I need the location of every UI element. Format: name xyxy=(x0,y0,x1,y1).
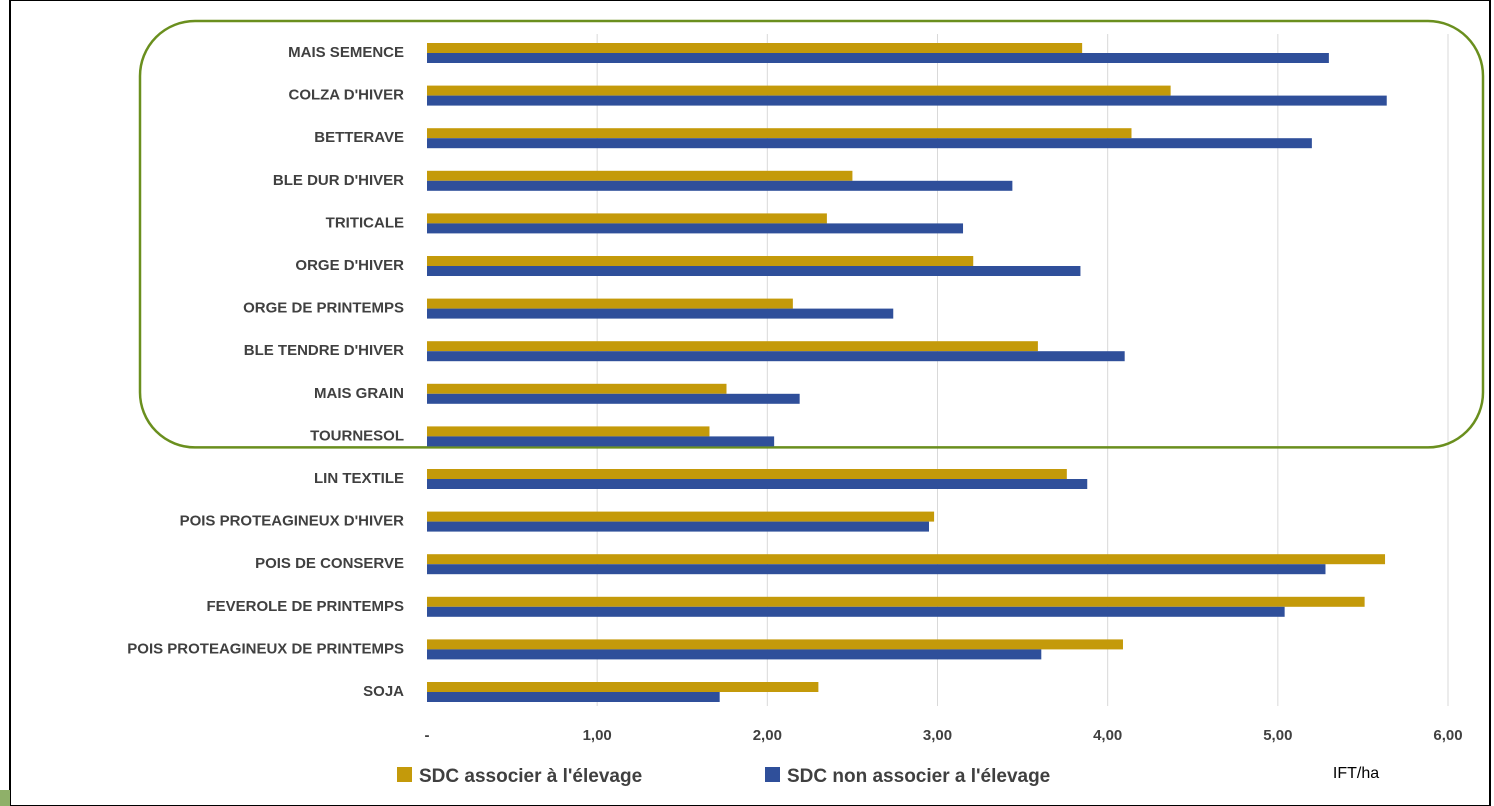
highlight-box xyxy=(138,19,1485,449)
bar-non-elevage-tournesol xyxy=(427,436,775,447)
category-label: POIS PROTEAGINEUX D'HIVER xyxy=(180,513,405,530)
x-tick-label: 2,00 xyxy=(753,727,782,744)
bars xyxy=(427,43,1387,702)
corner-tab xyxy=(0,790,10,806)
legend: SDC associer à l'élevage SDC non associer… xyxy=(397,766,1050,787)
bar-non-elevage-lin-textile xyxy=(427,479,1088,489)
bar-non-elevage-soja xyxy=(427,692,720,702)
bar-non-elevage-feverole-de-printemps xyxy=(427,606,1285,617)
category-label: BETTERAVE xyxy=(314,129,404,146)
category-label: SOJA xyxy=(363,683,404,700)
category-label: POIS DE CONSERVE xyxy=(255,555,404,572)
category-label: TRITICALE xyxy=(326,214,404,231)
x-tick-label: 4,00 xyxy=(1093,727,1122,744)
bar-non-elevage-betterave xyxy=(427,138,1312,149)
category-label: FEVEROLE DE PRINTEMPS xyxy=(206,598,404,615)
bar-elevage-feverole-de-printemps xyxy=(427,596,1365,607)
legend-swatch-elevage xyxy=(397,767,412,782)
category-label: COLZA D'HIVER xyxy=(288,87,404,104)
x-tick-label: 3,00 xyxy=(923,727,952,744)
bar-non-elevage-pois-proteagineux-d-hiver xyxy=(427,521,929,532)
bar-non-elevage-mais-grain xyxy=(427,393,800,404)
x-tick-labels: - 1,00 2,00 3,00 4,00 5,00 6,00 xyxy=(425,727,1463,744)
bar-elevage-lin-textile xyxy=(427,469,1067,479)
category-label: BLE DUR D'HIVER xyxy=(273,172,404,189)
category-label: ORGE DE PRINTEMPS xyxy=(243,300,404,317)
bar-non-elevage-ble-dur-d-hiver xyxy=(427,180,1013,191)
category-label: BLE TENDRE D'HIVER xyxy=(244,342,404,359)
category-label: MAIS SEMENCE xyxy=(288,44,404,61)
bar-elevage-mais-grain xyxy=(427,383,727,394)
x-tick-label: - xyxy=(425,727,430,744)
category-label: LIN TEXTILE xyxy=(314,470,404,487)
highlight-rounded-box xyxy=(138,19,1485,449)
legend-swatch-non-elevage xyxy=(765,767,780,782)
bar-elevage-colza-d-hiver xyxy=(427,85,1171,96)
bar-elevage-ble-tendre-d-hiver xyxy=(427,341,1038,352)
bar-elevage-soja xyxy=(427,682,819,692)
x-tick-label: 6,00 xyxy=(1433,727,1462,744)
x-tick-label: 5,00 xyxy=(1263,727,1292,744)
bar-elevage-orge-de-printemps xyxy=(427,298,793,309)
bar-non-elevage-orge-de-printemps xyxy=(427,308,894,319)
category-label: TOURNESOL xyxy=(310,427,404,444)
category-label: POIS PROTEAGINEUX DE PRINTEMPS xyxy=(127,640,404,657)
bar-non-elevage-mais-semence xyxy=(427,53,1329,63)
bar-elevage-pois-de-conserve xyxy=(427,554,1386,565)
bar-non-elevage-triticale xyxy=(427,223,964,234)
legend-label-elevage: SDC associer à l'élevage xyxy=(419,766,642,787)
bar-elevage-ble-dur-d-hiver xyxy=(427,170,853,181)
x-axis-unit-label: IFT/ha xyxy=(1333,765,1379,782)
category-label: MAIS GRAIN xyxy=(314,385,404,402)
legend-label-non-elevage: SDC non associer a l'élevage xyxy=(787,766,1050,787)
bar-non-elevage-pois-proteagineux-de-printemps xyxy=(427,649,1042,660)
bar-non-elevage-orge-d-hiver xyxy=(427,266,1081,276)
bar-elevage-tournesol xyxy=(427,426,710,437)
bar-non-elevage-ble-tendre-d-hiver xyxy=(427,351,1125,362)
category-label: ORGE D'HIVER xyxy=(295,257,404,274)
bar-elevage-mais-semence xyxy=(427,43,1083,53)
bar-elevage-pois-proteagineux-de-printemps xyxy=(427,639,1123,650)
bar-elevage-orge-d-hiver xyxy=(427,256,974,266)
bar-elevage-betterave xyxy=(427,128,1132,139)
bar-elevage-pois-proteagineux-d-hiver xyxy=(427,511,935,522)
bar-non-elevage-pois-de-conserve xyxy=(427,564,1326,575)
bar-non-elevage-colza-d-hiver xyxy=(427,95,1387,106)
category-labels: MAIS SEMENCE COLZA D'HIVER BETTERAVE BLE DU… xyxy=(127,44,404,700)
x-tick-label: 1,00 xyxy=(583,727,612,744)
bar-elevage-triticale xyxy=(427,213,827,224)
